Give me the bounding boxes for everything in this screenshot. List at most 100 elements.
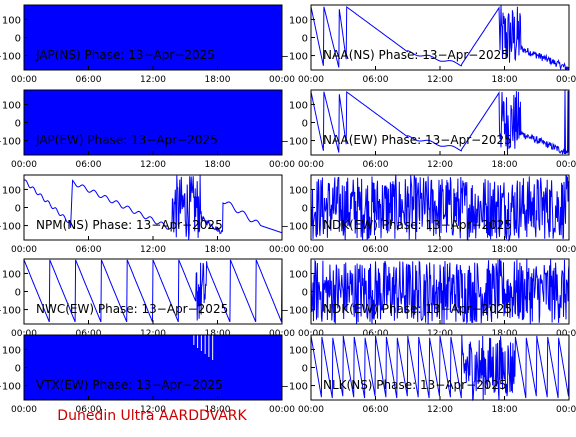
phase-panel: 100 0 −100 00:00 06:00 12:00 18:00 00:00 NWC(EW)… bbox=[0, 258, 295, 339]
y-tick-label: −100 bbox=[0, 52, 21, 63]
phase-panel: 100 0 −100 00:00 06:00 12:00 18:00 00:00 NLK(NS)… bbox=[281, 334, 576, 415]
x-tick-label: 12:00 bbox=[427, 329, 453, 339]
x-tick-label: 18:00 bbox=[205, 405, 231, 415]
x-tick-label: 12:00 bbox=[427, 405, 453, 415]
x-tick-label: 00:00 bbox=[556, 405, 576, 415]
phase-panel: 100 0 −100 00:00 06:00 12:00 18:00 00:00 NAA(EW)… bbox=[281, 89, 576, 170]
x-tick-label: 18:00 bbox=[205, 329, 231, 339]
y-tick-label: −100 bbox=[0, 222, 21, 233]
x-tick-label: 06:00 bbox=[76, 405, 102, 415]
phase-trace bbox=[310, 258, 570, 325]
panel-title: JAP(NS) Phase: 13−Apr−2025 bbox=[35, 48, 215, 62]
y-tick-label: 100 bbox=[2, 15, 21, 26]
phase-panel: 100 0 −100 00:00 06:00 12:00 18:00 00:00 VTX(EW)… bbox=[0, 334, 295, 415]
phase-panel: 100 0 −100 00:00 06:00 12:00 18:00 00:00 NDK(EW)… bbox=[281, 258, 576, 339]
phase-panel: 100 0 −100 00:00 06:00 12:00 18:00 00:00 JAP(EW)… bbox=[0, 89, 295, 170]
y-tick-label: 0 bbox=[302, 364, 308, 375]
y-tick-label: −100 bbox=[281, 306, 308, 317]
x-tick-label: 00:00 bbox=[11, 75, 37, 85]
phase-fill bbox=[24, 5, 282, 70]
y-tick-label: 0 bbox=[302, 119, 308, 130]
phase-trace bbox=[310, 175, 570, 242]
x-tick-label: 18:00 bbox=[492, 160, 518, 170]
x-tick-label: 00:00 bbox=[269, 329, 295, 339]
x-tick-label: 00:00 bbox=[556, 160, 576, 170]
x-tick-label: 06:00 bbox=[76, 75, 102, 85]
x-tick-label: 06:00 bbox=[76, 245, 102, 255]
x-tick-label: 00:00 bbox=[298, 75, 324, 85]
x-tick-label: 18:00 bbox=[492, 245, 518, 255]
x-tick-label: 12:00 bbox=[140, 160, 166, 170]
panel-title: NDK(EW) Phase: 13−Apr−2025 bbox=[323, 302, 512, 316]
x-tick-label: 18:00 bbox=[492, 75, 518, 85]
x-tick-label: 00:00 bbox=[269, 245, 295, 255]
y-tick-label: 0 bbox=[15, 119, 21, 130]
panel-title: NDK(EW) Phase: 13−Apr−2025 bbox=[323, 218, 512, 232]
x-tick-label: 00:00 bbox=[269, 75, 295, 85]
panel-title: NPM(NS) Phase: 13−Apr−2025 bbox=[36, 218, 223, 232]
y-tick-label: 0 bbox=[302, 288, 308, 299]
y-tick-label: 0 bbox=[302, 34, 308, 45]
y-tick-label: 0 bbox=[15, 34, 21, 45]
y-tick-label: 0 bbox=[302, 204, 308, 215]
x-tick-label: 06:00 bbox=[363, 245, 389, 255]
x-tick-label: 06:00 bbox=[76, 160, 102, 170]
x-tick-label: 00:00 bbox=[269, 405, 295, 415]
y-tick-label: 100 bbox=[289, 185, 308, 196]
x-tick-label: 00:00 bbox=[556, 75, 576, 85]
x-tick-label: 12:00 bbox=[427, 75, 453, 85]
phase-panel: 100 0 −100 00:00 06:00 12:00 18:00 00:00 NDK(EW)… bbox=[281, 174, 576, 255]
y-tick-label: 0 bbox=[15, 288, 21, 299]
x-tick-label: 06:00 bbox=[363, 329, 389, 339]
phase-trace bbox=[23, 175, 283, 240]
x-tick-label: 12:00 bbox=[140, 405, 166, 415]
phase-panel: 100 0 −100 00:00 06:00 12:00 18:00 00:00 JAP(NS)… bbox=[0, 4, 295, 85]
x-tick-label: 06:00 bbox=[363, 160, 389, 170]
y-tick-label: −100 bbox=[281, 222, 308, 233]
x-tick-label: 00:00 bbox=[11, 405, 37, 415]
x-tick-label: 12:00 bbox=[140, 245, 166, 255]
y-tick-label: 100 bbox=[2, 269, 21, 280]
y-tick-label: −100 bbox=[0, 306, 21, 317]
x-tick-label: 06:00 bbox=[363, 405, 389, 415]
x-tick-label: 00:00 bbox=[298, 329, 324, 339]
phase-fill bbox=[24, 90, 282, 155]
x-tick-label: 12:00 bbox=[427, 160, 453, 170]
x-tick-label: 00:00 bbox=[298, 405, 324, 415]
phase-trace bbox=[310, 90, 570, 155]
footer-label: Dunedin Ultra AARDDVARK bbox=[57, 408, 247, 424]
x-tick-label: 18:00 bbox=[205, 160, 231, 170]
panel-title: JAP(EW) Phase: 13−Apr−2025 bbox=[35, 133, 218, 147]
plot-area bbox=[311, 5, 569, 70]
x-tick-label: 06:00 bbox=[76, 329, 102, 339]
phase-trace bbox=[310, 5, 570, 72]
x-tick-label: 18:00 bbox=[492, 329, 518, 339]
y-tick-label: 100 bbox=[289, 345, 308, 356]
x-tick-label: 18:00 bbox=[492, 405, 518, 415]
y-tick-label: 0 bbox=[15, 204, 21, 215]
x-tick-label: 00:00 bbox=[298, 245, 324, 255]
y-tick-label: 100 bbox=[2, 100, 21, 111]
x-tick-label: 12:00 bbox=[140, 75, 166, 85]
y-tick-label: −100 bbox=[281, 137, 308, 148]
y-tick-label: 100 bbox=[289, 269, 308, 280]
phase-trace bbox=[310, 335, 570, 402]
x-tick-label: 00:00 bbox=[556, 245, 576, 255]
panel-title: NAA(EW) Phase: 13−Apr−2025 bbox=[323, 133, 512, 147]
x-tick-label: 18:00 bbox=[205, 245, 231, 255]
panel-title: VTX(EW) Phase: 13−Apr−2025 bbox=[36, 378, 223, 392]
plot-area bbox=[311, 90, 569, 155]
phase-panel: 100 0 −100 00:00 06:00 12:00 18:00 00:00 NPM(NS)… bbox=[0, 174, 295, 255]
x-tick-label: 12:00 bbox=[140, 329, 166, 339]
x-tick-label: 00:00 bbox=[556, 329, 576, 339]
x-tick-label: 00:00 bbox=[11, 329, 37, 339]
plot-area bbox=[24, 175, 282, 240]
x-tick-label: 12:00 bbox=[427, 245, 453, 255]
y-tick-label: −100 bbox=[281, 382, 308, 393]
x-tick-label: 18:00 bbox=[205, 75, 231, 85]
x-tick-label: 00:00 bbox=[11, 160, 37, 170]
x-tick-label: 00:00 bbox=[11, 245, 37, 255]
x-tick-label: 00:00 bbox=[298, 160, 324, 170]
y-tick-label: 100 bbox=[289, 100, 308, 111]
